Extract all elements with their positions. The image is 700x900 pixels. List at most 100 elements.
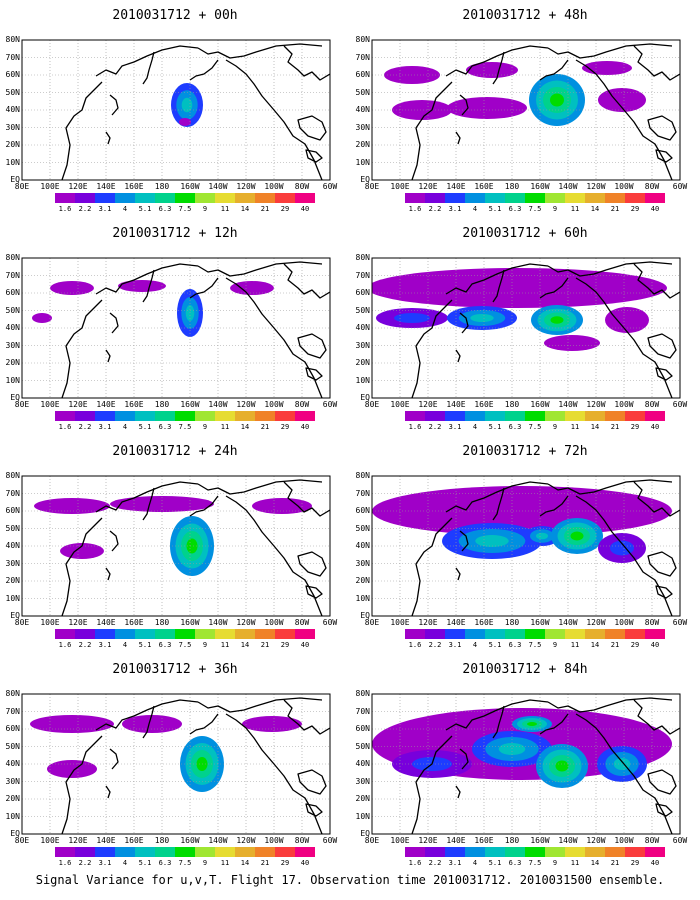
map-frame (371, 257, 681, 399)
colorbar-swatch (525, 193, 545, 203)
variance-contour (550, 316, 564, 324)
lat-tick-label: 60N (355, 506, 370, 515)
colorbar-swatch (75, 847, 95, 857)
colorbar-label: 5.1 (138, 205, 152, 213)
lon-tick-label: 160E (474, 400, 494, 409)
lon-tick-label: 180 (154, 618, 170, 627)
coastline (455, 131, 461, 145)
lat-tick-label: 60N (5, 288, 20, 297)
colorbar-swatch (55, 847, 75, 857)
coastline (575, 277, 673, 398)
colorbar-swatch (75, 629, 95, 639)
lat-tick-label: 50N (355, 523, 370, 533)
colorbar-label: 6.3 (158, 205, 172, 213)
colorbar-label: 14 (590, 859, 600, 867)
variance-contour (122, 715, 182, 733)
colorbar-label: 14 (590, 205, 600, 213)
lon-tick-label: 140E (96, 400, 116, 409)
lon-tick-label: 100W (614, 400, 634, 409)
coastline (459, 94, 469, 116)
colorbar-swatch (645, 193, 665, 203)
lon-tick-label: 80E (364, 618, 380, 627)
colorbar-swatch (485, 193, 505, 203)
coastline (95, 699, 199, 731)
colorbar-swatch (235, 411, 255, 421)
coastline (105, 349, 111, 363)
colorbar-swatch (235, 629, 255, 639)
colorbar-label: 11 (570, 423, 580, 431)
lon-tick-label: 160E (474, 618, 494, 627)
colorbar-label: 29 (280, 205, 290, 213)
lat-tick-label: 60N (5, 506, 20, 515)
map-panel: 2010031712 + 84h 80N 70N 60N 50N 40N 30N 20N 10N… (350, 654, 700, 874)
colorbar-label: 1.6 (408, 205, 422, 213)
colorbar-label: 4 (122, 205, 128, 213)
colorbar-label: 3.1 (448, 641, 462, 649)
coastline (225, 59, 323, 180)
colorbar-swatch (605, 411, 625, 421)
coastline (109, 748, 119, 770)
lat-tick-label: 20N (355, 140, 370, 149)
colorbar-swatch (135, 629, 155, 639)
colorbar-swatch (175, 629, 195, 639)
coastline (61, 517, 103, 616)
colorbar-swatch (565, 193, 585, 203)
colorbar-label: 1.6 (408, 641, 422, 649)
colorbar-label: 11 (220, 859, 230, 867)
coastline (283, 45, 330, 81)
colorbar-label: 5.1 (138, 859, 152, 867)
coastline (547, 261, 673, 277)
colorbar-label: 14 (240, 423, 250, 431)
map-frame (21, 693, 331, 835)
colorbar-label: 5.1 (138, 641, 152, 649)
lat-tick-label: 70N (5, 706, 20, 716)
lat-tick-label: 70N (355, 706, 370, 716)
colorbar-swatch (195, 411, 215, 421)
map-plot (21, 39, 331, 181)
colorbar-label: 40 (650, 423, 660, 431)
lon-tick-label: 140E (446, 618, 466, 627)
variance-contour (475, 535, 509, 547)
colorbar-label: 6.3 (508, 205, 522, 213)
variance-contour (118, 280, 166, 292)
colorbar (405, 629, 665, 639)
colorbar-swatch (545, 411, 565, 421)
map-frame (371, 693, 681, 835)
variance-contour (447, 97, 527, 119)
variance-contour (470, 314, 494, 322)
map-plot (371, 693, 681, 835)
coastline (647, 115, 677, 141)
colorbar-label: 9 (202, 641, 208, 649)
coastline (283, 699, 330, 735)
coastline (647, 551, 677, 577)
lon-tick-label: 140W (558, 618, 578, 627)
lon-tick-label: 160W (180, 400, 200, 409)
lat-tick-label: 20N (355, 794, 370, 803)
colorbar-swatch (605, 193, 625, 203)
colorbar-label: 11 (570, 641, 580, 649)
coastline (492, 51, 505, 85)
coastline (61, 735, 103, 834)
lon-tick-label: 180 (154, 400, 170, 409)
lon-tick-label: 160E (124, 400, 144, 409)
colorbar-swatch (295, 411, 315, 421)
colorbar-label: 6.3 (508, 859, 522, 867)
coastline (633, 699, 680, 735)
variance-contour (242, 716, 302, 732)
variance-contour (527, 722, 537, 726)
colorbar-swatch (485, 847, 505, 857)
coastline (539, 713, 569, 735)
coastline (539, 277, 569, 299)
lat-tick-label: EQ (10, 393, 20, 402)
coastline (197, 479, 323, 495)
map-panel: 2010031712 + 60h 80N 70N 60N 50N 40N 30N 20N 10N… (350, 218, 700, 438)
colorbar-label: 7.5 (528, 423, 542, 431)
coastline (539, 59, 569, 81)
lon-tick-label: 100E (390, 836, 410, 845)
coastline (61, 299, 103, 398)
coastline (459, 312, 469, 334)
colorbar-label: 29 (630, 641, 640, 649)
colorbar-label: 11 (220, 641, 230, 649)
coastline (283, 481, 330, 517)
colorbar-label: 11 (570, 205, 580, 213)
